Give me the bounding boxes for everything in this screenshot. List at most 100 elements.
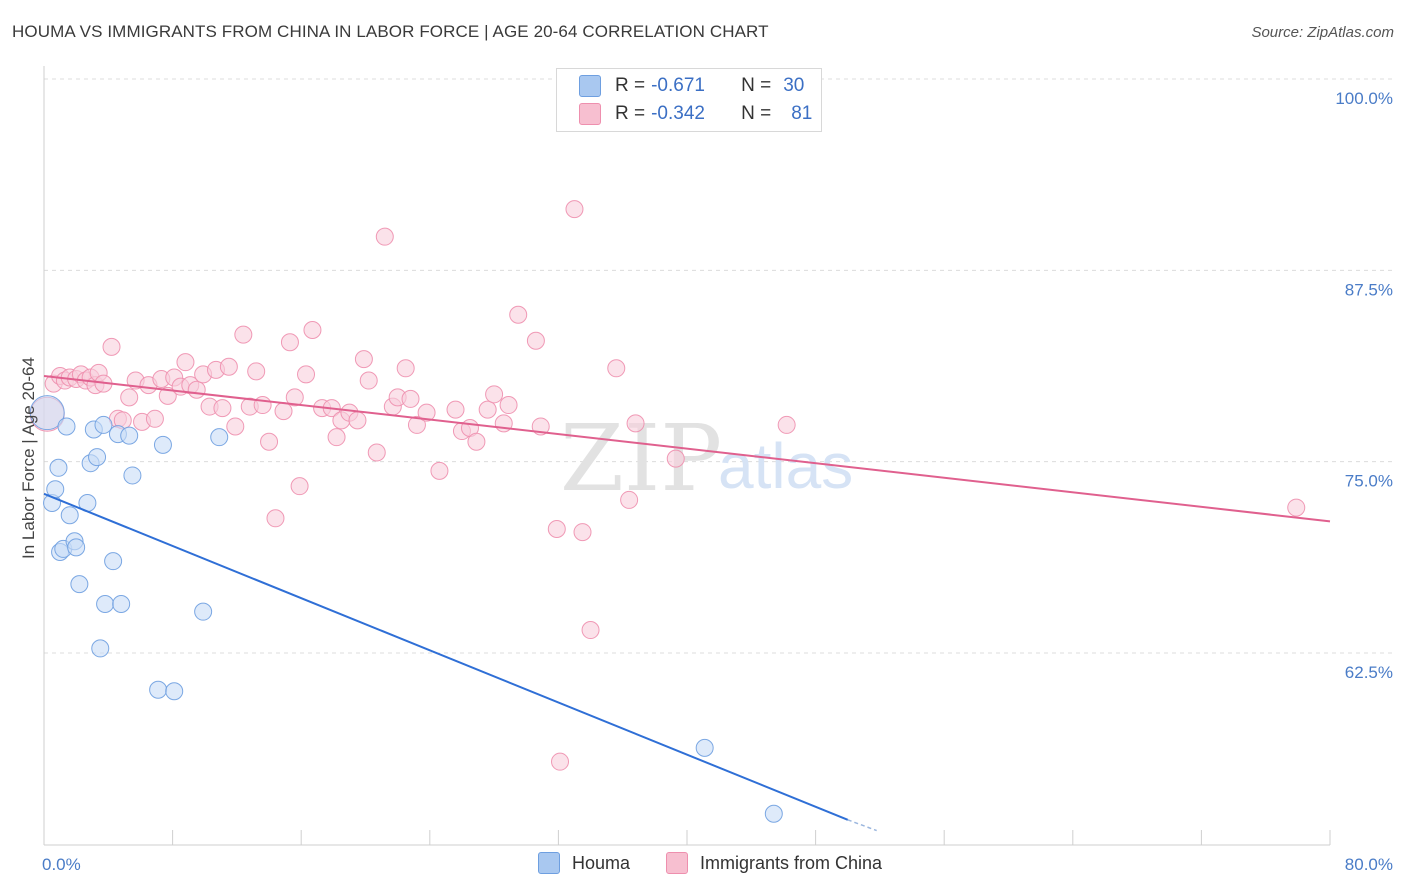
legend-row-houma: R = -0.671 N = 30 [579, 73, 804, 99]
data-point [509, 305, 528, 324]
data-point [153, 435, 172, 454]
data-point [467, 432, 486, 451]
data-point [499, 396, 518, 415]
data-point [581, 621, 600, 640]
data-point [401, 389, 420, 408]
y-tick-label: 75.0% [1345, 472, 1393, 491]
data-point [526, 331, 545, 350]
legend-row-china: R = -0.342 N = 81 [579, 101, 812, 127]
data-point [303, 321, 322, 340]
axis-labels: 100.0% 87.5% 75.0% 62.5% 0.0% 80.0% In Labor F… [19, 89, 1393, 874]
data-point [407, 415, 426, 434]
data-point [359, 371, 378, 390]
data-point [247, 362, 266, 381]
data-point [348, 411, 367, 430]
data-point [573, 523, 592, 542]
legend-r-label: R = [615, 103, 646, 124]
y-tick-label: 100.0% [1335, 89, 1393, 108]
data-point [49, 458, 68, 477]
data-point [226, 417, 245, 436]
legend-n-label: N = [741, 103, 772, 124]
legend-n-label: N = [741, 75, 772, 96]
data-point [367, 443, 386, 462]
data-point [145, 409, 164, 428]
data-point [112, 595, 131, 614]
legend-swatch-china [666, 852, 688, 874]
grid-lines [44, 78, 1392, 654]
data-point [1287, 498, 1306, 517]
data-point [67, 538, 86, 557]
data-point [547, 520, 566, 539]
data-point [70, 575, 89, 594]
series-immigrants-from-china [29, 200, 1306, 771]
data-point [607, 359, 626, 378]
y-tick-label: 62.5% [1345, 663, 1393, 682]
data-point [120, 388, 139, 407]
data-point [285, 388, 304, 407]
series-houma [29, 395, 783, 823]
data-point [274, 402, 293, 421]
data-point [120, 426, 139, 445]
series-legend: Houma Immigrants from China [0, 852, 1406, 878]
data-point [149, 680, 168, 699]
data-point [57, 417, 76, 436]
legend-n-value: 81 [791, 103, 813, 124]
data-point [375, 227, 394, 246]
legend-r-label: R = [615, 75, 646, 96]
data-point [213, 399, 232, 418]
data-point [176, 353, 195, 372]
legend-swatch-houma [579, 75, 601, 97]
y-axis-title: In Labor Force | Age 20-64 [19, 357, 38, 559]
data-point [94, 415, 113, 434]
data-point [104, 552, 123, 571]
data-point [187, 380, 206, 399]
legend-swatch-houma [538, 852, 560, 874]
trend-line-houma [43, 492, 849, 821]
data-point [290, 477, 309, 496]
legend-item-china[interactable]: Immigrants from China [666, 852, 882, 874]
data-point [88, 448, 107, 467]
data-point [234, 325, 253, 344]
data-point [123, 466, 142, 485]
data-point [158, 386, 177, 405]
axes [43, 66, 1331, 846]
legend-r-value: -0.671 [651, 75, 705, 96]
data-point [266, 509, 285, 528]
data-point [417, 403, 436, 422]
watermark-atlas: atlas [718, 430, 853, 502]
data-point [327, 428, 346, 447]
trend-line-china [43, 374, 1331, 523]
watermark: ZIP atlas [560, 405, 853, 512]
data-point [194, 602, 213, 621]
data-point [430, 461, 449, 480]
data-point [280, 333, 299, 352]
data-point [666, 449, 685, 468]
data-point [565, 200, 584, 219]
data-point [60, 506, 79, 525]
data-point [219, 357, 238, 376]
data-point [626, 414, 645, 433]
legend-label-china: Immigrants from China [700, 852, 883, 873]
legend-n-value: 30 [783, 75, 805, 96]
data-point [551, 752, 570, 771]
legend-item-houma[interactable]: Houma [538, 852, 630, 874]
data-point [102, 337, 121, 356]
data-point [695, 738, 714, 757]
chart-title: HOUMA VS IMMIGRANTS FROM CHINA IN LABOR … [12, 22, 769, 41]
data-point [485, 385, 504, 404]
legend-swatch-china [579, 103, 601, 125]
trend-line-houma-ext [847, 819, 877, 832]
data-point [297, 365, 316, 384]
stats-legend: R = -0.671 N = 30 R = -0.342 N = 81 [556, 68, 822, 132]
y-tick-label: 87.5% [1345, 280, 1393, 299]
legend-label-houma: Houma [572, 852, 631, 873]
legend-r-value: -0.342 [651, 103, 705, 124]
data-point [777, 415, 796, 434]
data-point [210, 428, 229, 447]
data-point [620, 490, 639, 509]
data-point [396, 359, 415, 378]
data-point [478, 400, 497, 419]
x-tick-label: 0.0% [42, 855, 81, 874]
data-point [354, 350, 373, 369]
